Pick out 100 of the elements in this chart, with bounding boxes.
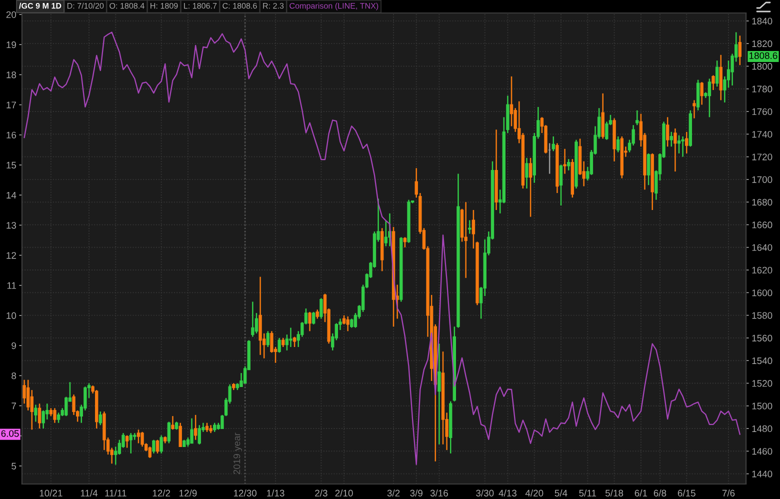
candlestick xyxy=(152,439,156,454)
y2-tick-label: 12 xyxy=(6,252,16,259)
y-tick-label: 1760 xyxy=(752,108,772,116)
candlestick xyxy=(38,402,42,430)
y2-tick-label: 13 xyxy=(6,222,16,229)
x-tick-label: 4/20 xyxy=(525,490,544,496)
x-tick-label: 5/4 xyxy=(554,490,568,496)
x-tick-label: 1/13 xyxy=(267,490,284,496)
candlestick xyxy=(160,434,163,454)
candlestick xyxy=(213,422,216,433)
y-tick-label: 1560 xyxy=(752,334,772,342)
candlestick xyxy=(346,316,350,332)
text: H: 1809 xyxy=(150,2,178,9)
candlestick xyxy=(563,148,566,174)
y-tick-label: 1840 xyxy=(752,18,772,24)
y-tick-label: 1700 xyxy=(752,176,772,183)
candlestick xyxy=(403,236,407,248)
candlestick xyxy=(240,372,243,388)
candlestick xyxy=(715,60,719,88)
candlestick xyxy=(528,157,532,218)
candlestick xyxy=(312,311,316,325)
x-tick-label: 12/9 xyxy=(179,490,197,496)
y-tick-label: 1800 xyxy=(752,63,772,70)
x-tick-label: 6/15 xyxy=(678,490,696,496)
candlestick xyxy=(708,78,712,118)
candlestick xyxy=(712,74,715,91)
y-tick-label: 1640 xyxy=(752,244,772,251)
candlestick xyxy=(670,131,673,148)
y2-tick-label: 8 xyxy=(12,372,16,380)
y-tick-label: 1780 xyxy=(752,86,772,92)
y-tick-label: 1680 xyxy=(752,198,772,206)
x-tick-label: 4/13 xyxy=(498,490,516,496)
ref-line-label: 2019 year xyxy=(233,432,242,474)
text: 6.05 xyxy=(1,430,19,437)
candlestick xyxy=(64,396,68,417)
candlestick xyxy=(278,337,281,354)
x-tick-label: 7/6 xyxy=(722,490,735,496)
candlestick xyxy=(677,134,681,154)
candlestick xyxy=(681,136,684,158)
candlestick xyxy=(205,422,209,433)
text: Comparison (LINE, TNX) xyxy=(290,2,378,10)
x-tick-label: 2/10 xyxy=(335,490,353,496)
candlestick xyxy=(148,446,152,459)
candlestick xyxy=(696,79,700,111)
x-tick-label: 11/11 xyxy=(105,490,126,496)
x-tick-label: 10/21 xyxy=(40,490,62,496)
candlestick xyxy=(136,429,140,444)
y2-tick-label: 7 xyxy=(12,402,16,410)
candlestick xyxy=(289,327,292,348)
x-tick-label: 6/1 xyxy=(634,490,648,496)
candlestick xyxy=(98,410,102,426)
candlestick xyxy=(30,389,34,430)
candlestick xyxy=(438,342,441,445)
candlestick xyxy=(125,434,129,448)
candlestick xyxy=(316,309,319,320)
y2-tick-label: 20 xyxy=(6,11,16,18)
chart-title: /GC 9 M 1D xyxy=(19,2,62,9)
candlestick xyxy=(178,422,182,448)
candlestick xyxy=(56,412,60,424)
candlestick xyxy=(464,201,468,279)
y-tick-label: 1440 xyxy=(752,470,772,478)
candlestick xyxy=(292,336,296,348)
candlestick xyxy=(616,136,620,153)
candlestick xyxy=(636,110,639,126)
y2-tick-label: 17 xyxy=(6,102,16,108)
y-tick-label: 1820 xyxy=(752,40,772,48)
y-tick-label: 1620 xyxy=(752,266,772,274)
candlestick xyxy=(738,35,742,66)
candlestick xyxy=(282,337,285,348)
x-tick-label: 11/4 xyxy=(80,490,98,496)
candlestick xyxy=(320,298,323,320)
candlestick xyxy=(167,421,171,444)
candlestick xyxy=(140,431,144,448)
y-tick-label: 1460 xyxy=(752,448,772,455)
y2-tick-label: 15 xyxy=(6,162,16,168)
candlestick xyxy=(567,158,570,171)
candlestick xyxy=(350,318,354,328)
x-tick-label: 3/2 xyxy=(387,490,400,496)
candlestick xyxy=(34,404,38,422)
y-tick-label: 1660 xyxy=(752,222,772,228)
x-tick-label: 2/3 xyxy=(315,490,328,496)
text: L: 1806.7 xyxy=(184,2,217,9)
y2-tick-label: 19 xyxy=(6,41,16,48)
y-tick-label: 1720 xyxy=(752,154,772,160)
candlestick xyxy=(559,164,563,206)
text: O: 1808.4 xyxy=(110,2,144,9)
x-tick-label: 6/8 xyxy=(654,490,666,496)
y2-tick-label: 11 xyxy=(7,282,16,289)
y2-tick-label: 14 xyxy=(6,192,16,198)
candlestick xyxy=(26,379,30,412)
candlestick xyxy=(692,100,696,119)
y-tick-label: 1500 xyxy=(752,402,772,410)
candlestick xyxy=(674,128,677,172)
candlestick xyxy=(646,152,650,186)
candlestick xyxy=(156,439,160,454)
text: C: 1808.6 xyxy=(222,2,257,9)
y-tick-label: 1480 xyxy=(752,425,772,432)
y2-tick-label: 10 xyxy=(6,312,16,319)
y2-tick-label: 16 xyxy=(6,132,16,138)
x-tick-label: 3/9 xyxy=(410,490,422,496)
